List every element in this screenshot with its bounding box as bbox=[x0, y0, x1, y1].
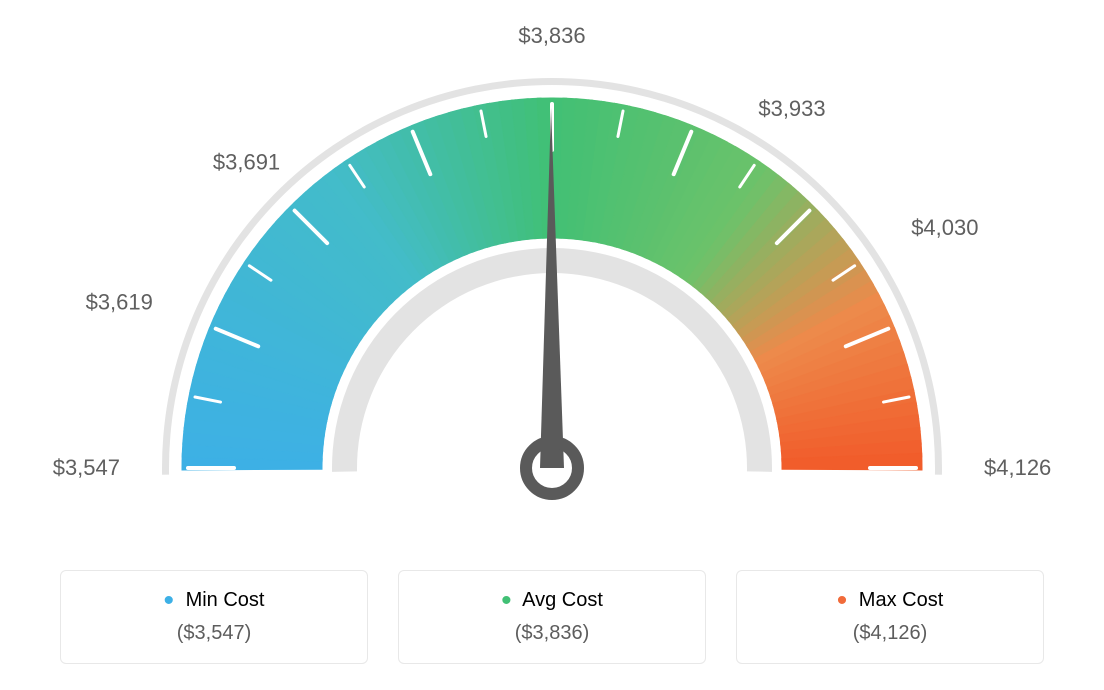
svg-text:$3,547: $3,547 bbox=[53, 455, 120, 480]
legend-card-max: • Max Cost ($4,126) bbox=[736, 570, 1044, 664]
avg-bullet-icon: • bbox=[501, 584, 512, 617]
legend-label-max: Max Cost bbox=[859, 589, 943, 611]
svg-text:$3,619: $3,619 bbox=[86, 290, 153, 315]
legend-label-min: Min Cost bbox=[186, 589, 265, 611]
svg-text:$3,691: $3,691 bbox=[213, 150, 280, 175]
svg-text:$4,126: $4,126 bbox=[984, 455, 1051, 480]
cost-gauge-chart: $3,547 $3,619 $3,691 $3,836 $3,933 $4,030 $4,1… bbox=[0, 0, 1104, 560]
legend-title-avg: • Avg Cost bbox=[409, 589, 695, 612]
gauge-svg: $3,547 $3,619 $3,691 $3,836 $3,933 $4,030 $4,1… bbox=[0, 0, 1104, 560]
legend-value-min: ($3,547) bbox=[71, 622, 357, 645]
max-bullet-icon: • bbox=[837, 584, 848, 617]
min-bullet-icon: • bbox=[164, 584, 175, 617]
svg-text:$3,933: $3,933 bbox=[758, 96, 825, 121]
legend-label-avg: Avg Cost bbox=[522, 589, 603, 611]
legend-value-max: ($4,126) bbox=[747, 622, 1033, 645]
legend-title-min: • Min Cost bbox=[71, 589, 357, 612]
legend-title-max: • Max Cost bbox=[747, 589, 1033, 612]
legend-row: • Min Cost ($3,547) • Avg Cost ($3,836) … bbox=[0, 570, 1104, 664]
legend-value-avg: ($3,836) bbox=[409, 622, 695, 645]
svg-text:$4,030: $4,030 bbox=[911, 215, 978, 240]
legend-card-avg: • Avg Cost ($3,836) bbox=[398, 570, 706, 664]
svg-text:$3,836: $3,836 bbox=[518, 23, 585, 48]
legend-card-min: • Min Cost ($3,547) bbox=[60, 570, 368, 664]
